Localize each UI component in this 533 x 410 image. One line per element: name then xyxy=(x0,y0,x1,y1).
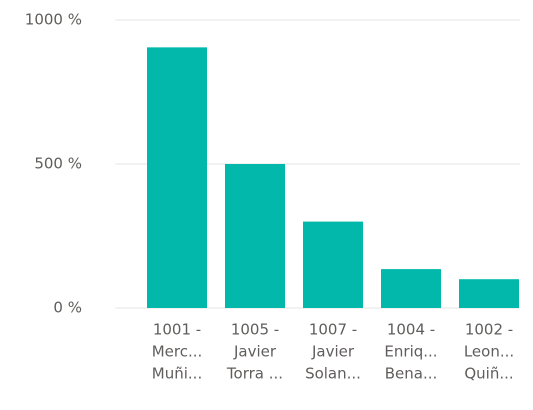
y-tick-label: 500 % xyxy=(34,155,82,173)
x-tick-label: Enriq... xyxy=(384,343,437,361)
x-tick-label: Leon... xyxy=(464,343,514,361)
x-tick-label: 1002 - xyxy=(465,321,513,339)
bar xyxy=(225,164,285,308)
x-tick-label: 1007 - xyxy=(309,321,357,339)
y-tick-label: 1000 % xyxy=(25,11,82,29)
y-tick-label: 0 % xyxy=(53,299,82,317)
bar xyxy=(381,269,441,308)
x-tick-label: 1004 - xyxy=(387,321,435,339)
x-tick-label: Bena... xyxy=(385,365,438,383)
x-tick-label: Torra ... xyxy=(226,365,283,383)
x-tick-label: 1001 - xyxy=(153,321,201,339)
x-tick-label: Solan... xyxy=(305,365,361,383)
x-tick-label: 1005 - xyxy=(231,321,279,339)
x-tick-label: Javier xyxy=(233,343,277,361)
bar xyxy=(303,221,363,308)
x-tick-label: Javier xyxy=(311,343,355,361)
x-tick-label: Merc... xyxy=(152,343,203,361)
x-tick-label: Quiñ... xyxy=(464,365,513,383)
bar xyxy=(147,47,207,309)
bar xyxy=(459,279,519,308)
x-tick-label: Muñi... xyxy=(152,365,202,383)
